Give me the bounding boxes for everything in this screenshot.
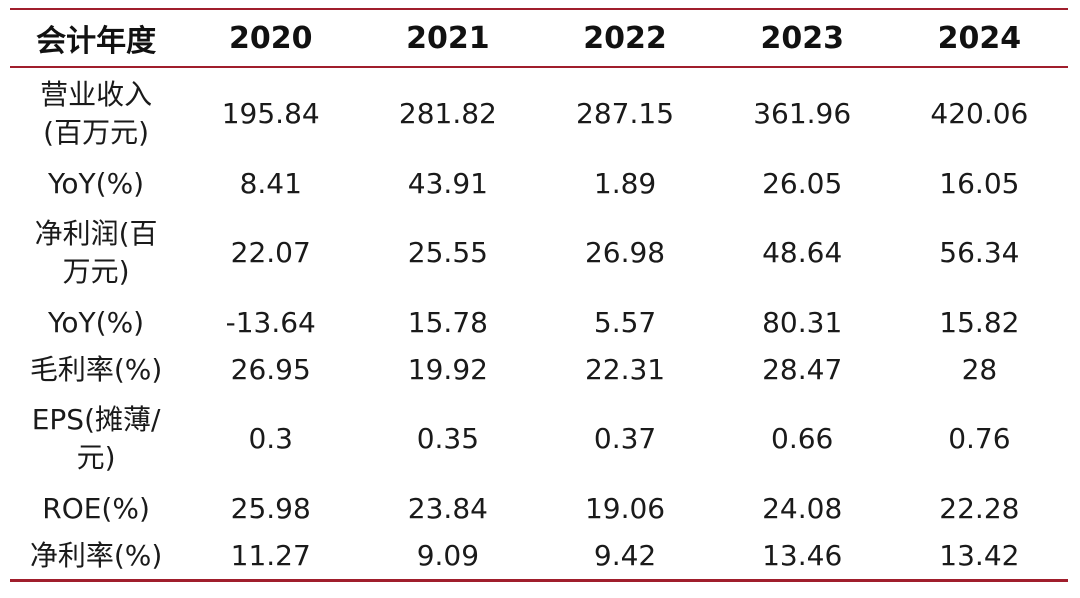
table-cell: 28 (961, 352, 998, 386)
table-cell: 25.98 (230, 491, 311, 525)
table-row: YoY(%) 8.41 43.91 1.89 26.05 16.05 (10, 160, 1068, 207)
table-cell: 80.31 (762, 305, 843, 339)
table-cell: 5.57 (593, 305, 657, 339)
header-row: 会计年度 2020 2021 2022 2023 2024 (10, 10, 1068, 66)
table-cell: 26.95 (230, 352, 311, 386)
financial-table-container: 会计年度 2020 2021 2022 2023 2024 营业收入 (百万元) 1… (10, 8, 1068, 582)
table-cell: 56.34 (939, 236, 1020, 269)
table-cell: 24.08 (762, 491, 843, 525)
row-label: 净利润(百 万元) (34, 217, 158, 288)
table-cell: 19.92 (407, 352, 488, 386)
table-cell: 9.09 (416, 538, 480, 572)
table-row: 净利率(%) 11.27 9.09 9.42 13.46 13.42 (10, 532, 1068, 579)
row-label: EPS(摊薄/元) (31, 403, 161, 474)
table-row: 营业收入 (百万元) 195.84 281.82 287.15 361.96 420.06 (10, 68, 1068, 160)
table-cell: 0.76 (948, 422, 1011, 455)
table-cell: 1.89 (593, 166, 657, 200)
table-cell: 287.15 (576, 97, 675, 130)
table-cell: 43.91 (407, 166, 488, 200)
table-header: 会计年度 2020 2021 2022 2023 2024 (10, 10, 1068, 66)
header-year-2020: 2020 (228, 20, 313, 56)
table-cell: 420.06 (930, 97, 1029, 130)
table-cell: 0.35 (416, 422, 480, 455)
table-body: 营业收入 (百万元) 195.84 281.82 287.15 361.96 420.06 Y… (10, 68, 1068, 579)
table-row: EPS(摊薄/元) 0.3 0.35 0.37 0.66 0.76 (10, 393, 1068, 485)
table-row: ROE(%) 25.98 23.84 19.06 24.08 22.28 (10, 485, 1068, 532)
header-year-2021: 2021 (406, 20, 490, 56)
header-year-2023: 2023 (760, 20, 844, 56)
table-cell: 281.82 (398, 97, 497, 130)
row-label: 营业收入 (百万元) (40, 78, 153, 149)
table-cell: 0.37 (593, 422, 657, 455)
table-row: YoY(%) -13.64 15.78 5.57 80.31 15.82 (10, 299, 1068, 346)
table-cell: 11.27 (230, 538, 311, 572)
table-cell: 28.47 (762, 352, 843, 386)
header-year-2022: 2022 (583, 20, 667, 56)
row-label: 毛利率(%) (29, 352, 163, 386)
table-cell: 22.28 (939, 491, 1020, 525)
header-year-2024: 2024 (937, 20, 1022, 56)
table-bottom-rule (10, 579, 1068, 582)
table-row: 毛利率(%) 26.95 19.92 22.31 28.47 28 (10, 346, 1068, 393)
table-cell: 22.07 (230, 236, 311, 269)
table-cell: 16.05 (939, 166, 1020, 200)
table-cell: 22.31 (584, 352, 666, 386)
table-cell: 8.41 (239, 166, 302, 200)
table-cell: 26.98 (584, 236, 666, 269)
row-label: 净利率(%) (29, 538, 163, 572)
table-cell: 361.96 (753, 97, 852, 130)
table-cell: 0.3 (248, 422, 293, 455)
row-label: YoY(%) (48, 166, 145, 200)
table-cell: 9.42 (593, 538, 657, 572)
row-label: ROE(%) (42, 491, 150, 525)
table-cell: 19.06 (584, 491, 666, 525)
table-cell: 13.42 (939, 538, 1020, 572)
table-cell: 23.84 (407, 491, 488, 525)
table-cell: 26.05 (762, 166, 843, 200)
financial-summary-body: 营业收入 (百万元) 195.84 281.82 287.15 361.96 420.06 Y… (10, 68, 1068, 579)
table-row: 净利润(百 万元) 22.07 25.55 26.98 48.64 56.34 (10, 207, 1068, 299)
financial-summary-table: 会计年度 2020 2021 2022 2023 2024 (10, 10, 1068, 66)
table-cell: 15.78 (407, 305, 488, 339)
table-cell: 0.66 (771, 422, 834, 455)
table-cell: 195.84 (221, 97, 320, 130)
table-cell: 48.64 (762, 236, 843, 269)
table-cell: 15.82 (939, 305, 1020, 339)
table-top-rule (10, 8, 1068, 10)
table-cell: 25.55 (407, 236, 488, 269)
header-rule (10, 66, 1068, 68)
table-cell: 13.46 (762, 538, 843, 572)
table-cell: -13.64 (225, 305, 316, 339)
header-fiscal-year: 会计年度 (36, 24, 157, 59)
row-label: YoY(%) (48, 305, 145, 339)
